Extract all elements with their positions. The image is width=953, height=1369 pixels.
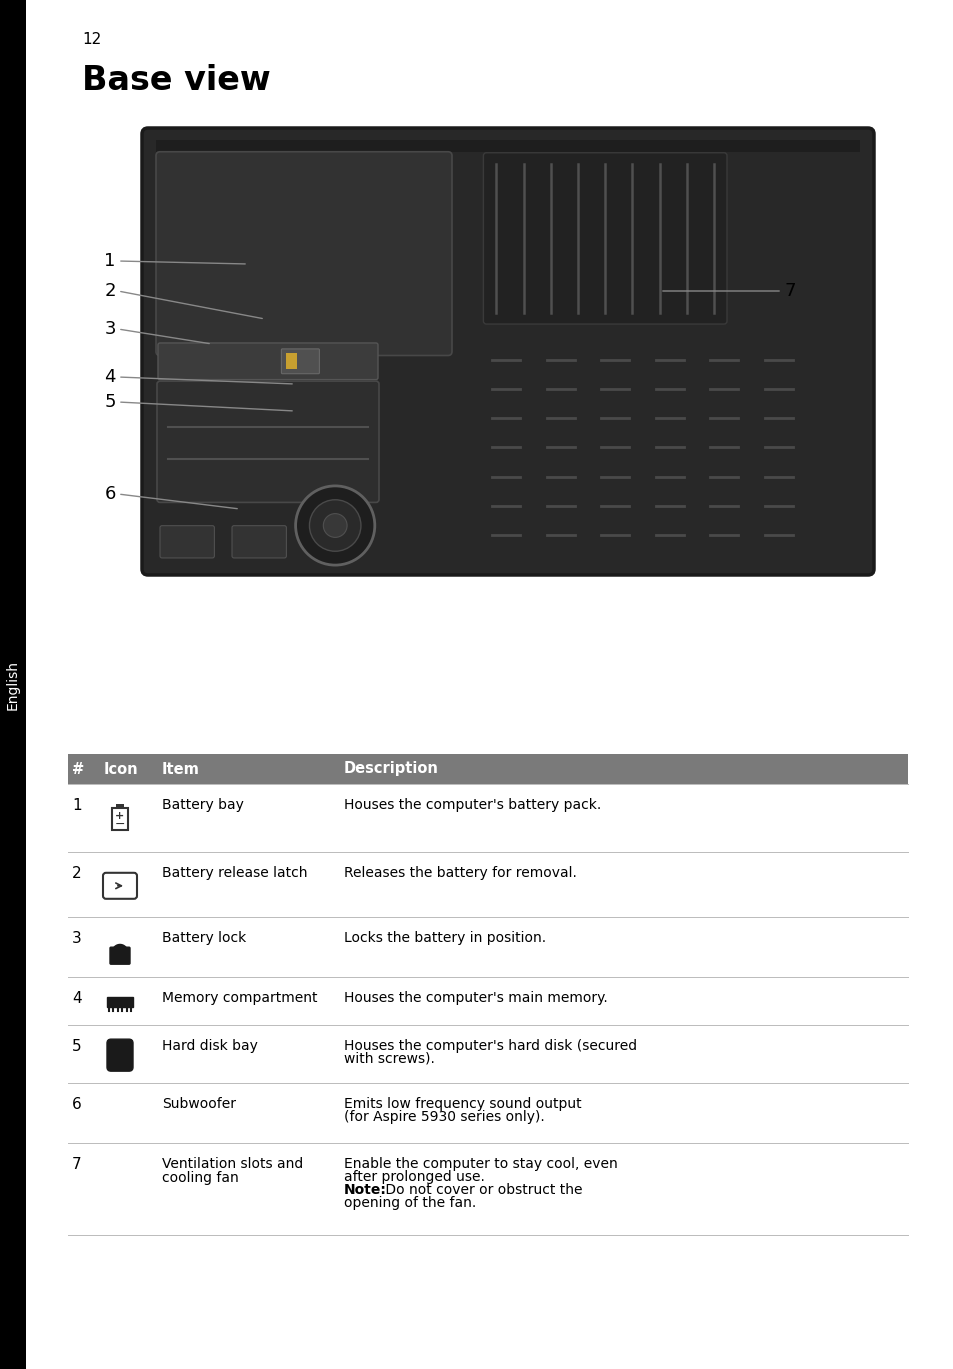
Text: Base view: Base view — [82, 64, 271, 97]
Text: Locks the battery in position.: Locks the battery in position. — [344, 931, 545, 945]
Text: English: English — [6, 660, 20, 711]
Text: 4: 4 — [104, 368, 115, 386]
FancyBboxPatch shape — [232, 526, 286, 559]
Text: Houses the computer's hard disk (secured: Houses the computer's hard disk (secured — [344, 1039, 637, 1053]
Text: cooling fan: cooling fan — [162, 1170, 238, 1186]
Text: Battery bay: Battery bay — [162, 798, 244, 812]
Text: Releases the battery for removal.: Releases the battery for removal. — [344, 867, 577, 880]
Bar — [116, 805, 124, 808]
Text: 6: 6 — [104, 485, 115, 502]
Text: 5: 5 — [71, 1039, 82, 1054]
Text: 1: 1 — [71, 798, 82, 813]
FancyBboxPatch shape — [160, 526, 214, 559]
Bar — [0, 0, 26, 1369]
Text: Emits low frequency sound output: Emits low frequency sound output — [344, 1097, 581, 1112]
Bar — [286, 353, 296, 370]
Bar — [156, 140, 859, 152]
FancyBboxPatch shape — [157, 381, 378, 502]
Text: 7: 7 — [783, 282, 795, 300]
Text: (for Aspire 5930 series only).: (for Aspire 5930 series only). — [344, 1110, 544, 1124]
Text: Item: Item — [162, 761, 200, 776]
Circle shape — [295, 486, 375, 565]
FancyBboxPatch shape — [112, 808, 128, 831]
Text: 3: 3 — [104, 320, 115, 338]
FancyBboxPatch shape — [103, 873, 137, 899]
Circle shape — [309, 500, 360, 552]
FancyBboxPatch shape — [110, 947, 130, 964]
Text: 12: 12 — [82, 31, 101, 47]
Text: 6: 6 — [71, 1097, 82, 1112]
Text: Houses the computer's main memory.: Houses the computer's main memory. — [344, 991, 607, 1005]
Text: Do not cover or obstruct the: Do not cover or obstruct the — [380, 1183, 582, 1197]
Text: Hard disk bay: Hard disk bay — [162, 1039, 257, 1053]
Text: 2: 2 — [104, 282, 115, 300]
Text: #: # — [71, 761, 84, 776]
Text: +: + — [115, 812, 125, 821]
Text: Ventilation slots and: Ventilation slots and — [162, 1157, 303, 1170]
Text: with screws).: with screws). — [344, 1051, 435, 1066]
Text: 1: 1 — [104, 252, 115, 270]
Text: −: − — [114, 817, 125, 831]
Text: 5: 5 — [104, 393, 115, 411]
Text: Icon: Icon — [104, 761, 138, 776]
Text: Note:: Note: — [344, 1183, 387, 1197]
Text: Subwoofer: Subwoofer — [162, 1097, 235, 1112]
FancyBboxPatch shape — [483, 153, 726, 324]
Text: opening of the fan.: opening of the fan. — [344, 1197, 476, 1210]
FancyBboxPatch shape — [107, 1039, 132, 1071]
FancyBboxPatch shape — [281, 349, 319, 374]
Text: Memory compartment: Memory compartment — [162, 991, 317, 1005]
FancyBboxPatch shape — [156, 152, 452, 356]
FancyBboxPatch shape — [142, 127, 873, 575]
Text: 2: 2 — [71, 867, 82, 882]
Text: 4: 4 — [71, 991, 82, 1006]
Text: Battery lock: Battery lock — [162, 931, 246, 945]
Bar — [68, 754, 907, 784]
Text: 7: 7 — [71, 1157, 82, 1172]
Text: Houses the computer's battery pack.: Houses the computer's battery pack. — [344, 798, 600, 812]
Circle shape — [323, 513, 347, 538]
Bar — [107, 997, 132, 1008]
Text: Battery release latch: Battery release latch — [162, 867, 307, 880]
FancyBboxPatch shape — [158, 344, 377, 379]
Text: 3: 3 — [71, 931, 82, 946]
Text: Description: Description — [344, 761, 438, 776]
Text: after prolonged use.: after prolonged use. — [344, 1170, 484, 1184]
Text: Enable the computer to stay cool, even: Enable the computer to stay cool, even — [344, 1157, 618, 1170]
